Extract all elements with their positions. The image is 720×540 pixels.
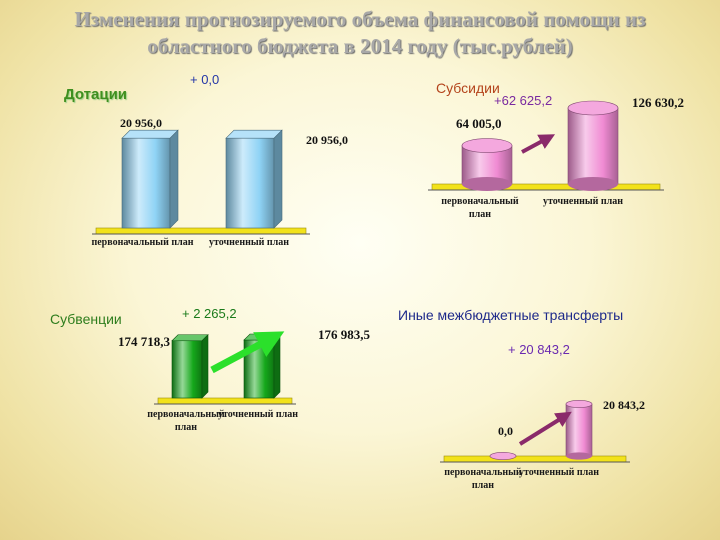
- bar-dotacii-initial: [121, 129, 179, 229]
- change-label-dotacii: + 0,0: [190, 72, 220, 87]
- tick-label-subsidii-initial: первоначальный план: [441, 196, 519, 220]
- bar-dotacii-revised: [225, 129, 283, 229]
- bar-subvencii-initial: [171, 334, 209, 399]
- chart-title-subvencii: Субвенции: [50, 311, 122, 327]
- value-label-dotacii-initial: 20 956,0: [120, 116, 162, 130]
- change-arrow-inye: [518, 411, 572, 446]
- bar-inye-revised: [565, 400, 593, 460]
- value-label-dotacii-revised: 20 956,0: [306, 133, 348, 147]
- tick-label-inye-revised: уточненный план: [518, 467, 600, 478]
- bar-subsidii-revised: [567, 100, 619, 191]
- value-label-subsidii-revised: 126 630,2: [632, 95, 684, 110]
- tick-label-dotacii-initial: первоначальный план: [91, 237, 194, 248]
- title-line-2: областного бюджета в 2014 году (тыс.рубл…: [147, 34, 573, 58]
- chart-title-subsidii: Субсидии: [436, 80, 500, 96]
- change-arrow-subvencii: [210, 331, 285, 374]
- change-label-inye: + 20 843,2: [508, 342, 570, 357]
- tick-label-subvencii-initial: первоначальный план: [147, 409, 225, 433]
- page-title: Изменения прогнозируемого объема финансо…: [0, 6, 720, 60]
- tick-label-inye-initial: первоначальный план: [444, 467, 522, 491]
- tick-label-subsidii-revised: уточненный план: [542, 196, 624, 207]
- tick-label-subvencii-revised: уточненный план: [217, 409, 299, 420]
- tick-label-dotacii-revised: уточненный план: [208, 237, 290, 248]
- value-label-inye-initial: 0,0: [498, 424, 513, 438]
- chart-title-inye: Иные межбюджетные трансферты: [398, 307, 624, 323]
- value-label-subsidii-initial: 64 005,0: [456, 116, 502, 131]
- chart-floor: [443, 455, 627, 463]
- value-label-subvencii-revised: 176 983,5: [318, 327, 370, 342]
- chart-title-dotacii: Дотации: [64, 86, 128, 103]
- bar-inye-initial: [489, 452, 517, 460]
- change-label-subsidii: +62 625,2: [494, 93, 553, 108]
- value-label-inye-revised: 20 843,2: [603, 398, 645, 412]
- title-line-1: Изменения прогнозируемого объема финансо…: [74, 7, 646, 31]
- bar-subsidii-initial: [461, 138, 513, 191]
- change-label-subvencii: + 2 265,2: [182, 306, 237, 321]
- value-label-subvencii-initial: 174 718,3: [118, 334, 170, 349]
- change-arrow-subsidii: [521, 134, 556, 154]
